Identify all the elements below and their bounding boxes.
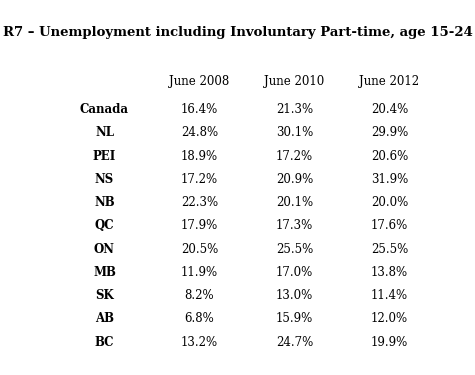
Text: June 2012: June 2012 — [360, 75, 419, 88]
Text: PEI: PEI — [93, 150, 116, 163]
Text: 22.3%: 22.3% — [181, 196, 218, 209]
Text: 25.5%: 25.5% — [276, 243, 313, 256]
Text: 17.2%: 17.2% — [181, 173, 218, 186]
Text: 31.9%: 31.9% — [371, 173, 408, 186]
Text: 21.3%: 21.3% — [276, 103, 313, 116]
Text: 20.9%: 20.9% — [276, 173, 313, 186]
Text: 13.8%: 13.8% — [371, 266, 408, 279]
Text: R7 – Unemployment including Involuntary Part-time, age 15-24: R7 – Unemployment including Involuntary … — [2, 26, 473, 39]
Text: 20.5%: 20.5% — [181, 243, 218, 256]
Text: June 2010: June 2010 — [265, 75, 324, 88]
Text: QC: QC — [95, 219, 114, 232]
Text: 17.9%: 17.9% — [181, 219, 218, 232]
Text: NB: NB — [94, 196, 115, 209]
Text: 16.4%: 16.4% — [181, 103, 218, 116]
Text: NS: NS — [95, 173, 114, 186]
Text: 13.2%: 13.2% — [181, 336, 218, 349]
Text: 13.0%: 13.0% — [276, 289, 313, 302]
Text: 15.9%: 15.9% — [276, 312, 313, 326]
Text: MB: MB — [93, 266, 116, 279]
Text: 30.1%: 30.1% — [276, 126, 313, 140]
Text: 19.9%: 19.9% — [371, 336, 408, 349]
Text: SK: SK — [95, 289, 114, 302]
Text: 18.9%: 18.9% — [181, 150, 218, 163]
Text: 17.0%: 17.0% — [276, 266, 313, 279]
Text: 20.4%: 20.4% — [371, 103, 408, 116]
Text: 17.6%: 17.6% — [371, 219, 408, 232]
Text: Canada: Canada — [80, 103, 129, 116]
Text: 6.8%: 6.8% — [185, 312, 214, 326]
Text: BC: BC — [95, 336, 114, 349]
Text: 17.3%: 17.3% — [276, 219, 313, 232]
Text: 24.7%: 24.7% — [276, 336, 313, 349]
Text: 11.4%: 11.4% — [371, 289, 408, 302]
Text: 20.0%: 20.0% — [371, 196, 408, 209]
Text: 11.9%: 11.9% — [181, 266, 218, 279]
Text: June 2008: June 2008 — [170, 75, 229, 88]
Text: ON: ON — [94, 243, 115, 256]
Text: 12.0%: 12.0% — [371, 312, 408, 326]
Text: 25.5%: 25.5% — [371, 243, 408, 256]
Text: 20.1%: 20.1% — [276, 196, 313, 209]
Text: AB: AB — [95, 312, 114, 326]
Text: 8.2%: 8.2% — [185, 289, 214, 302]
Text: 24.8%: 24.8% — [181, 126, 218, 140]
Text: NL: NL — [95, 126, 114, 140]
Text: 20.6%: 20.6% — [371, 150, 408, 163]
Text: 17.2%: 17.2% — [276, 150, 313, 163]
Text: 29.9%: 29.9% — [371, 126, 408, 140]
